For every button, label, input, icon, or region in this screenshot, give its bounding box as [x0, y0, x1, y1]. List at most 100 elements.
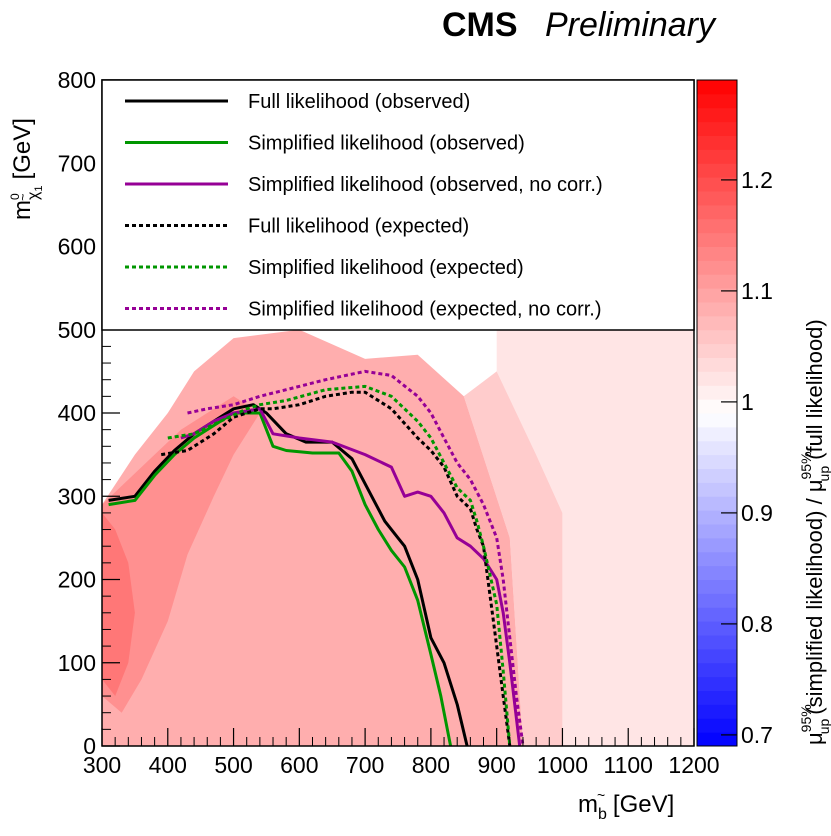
- preliminary-label: Preliminary: [545, 6, 717, 44]
- color-bar-band: [697, 635, 737, 650]
- color-bar-band: [697, 315, 737, 331]
- svg-text:0: 0: [8, 193, 22, 200]
- x-axis-label: mb [GeV]: [578, 791, 674, 823]
- x-tick-label: 600: [280, 752, 318, 778]
- color-bar-band: [697, 690, 737, 705]
- color-bar-band: [697, 565, 737, 580]
- color-bar-label: μ95% up(simplified likelihood) / μ95% up(f…: [798, 319, 831, 745]
- color-bar-band: [697, 204, 737, 220]
- legend-label-5: Simplified likelihood (expected): [248, 257, 524, 279]
- y-tick-label: 0: [83, 733, 96, 759]
- color-bar-band: [697, 648, 737, 664]
- y-tick-label: 800: [58, 67, 96, 93]
- heatmap-region-left-edge: [102, 512, 135, 696]
- color-bar-band: [697, 93, 737, 109]
- color-bar-band: [697, 510, 737, 525]
- cms-label: CMS: [442, 6, 518, 44]
- color-bar-band: [697, 218, 737, 234]
- color-bar-band: [697, 149, 737, 164]
- color-bar-band: [697, 593, 737, 608]
- y-tick-label: 500: [58, 317, 96, 343]
- legend: Full likelihood (observed) Simplified lik…: [101, 79, 695, 331]
- color-bar-band: [697, 135, 737, 150]
- limit-curves: [108, 369, 525, 746]
- y-tick-label: 300: [58, 483, 96, 509]
- color-bar-band: [697, 343, 737, 358]
- x-tick-label: 300: [83, 752, 121, 778]
- curve-2: [108, 411, 453, 746]
- color-bar-band: [697, 413, 737, 428]
- color-bar-band: [697, 177, 737, 192]
- y-tick-label: 100: [58, 650, 96, 676]
- color-bar-band: [697, 329, 737, 345]
- color-bar-band: [697, 399, 737, 414]
- color-bar-band: [697, 385, 737, 400]
- color-bar-band: [697, 80, 737, 95]
- color-bar-band: [697, 232, 737, 247]
- z-tick-label: 0.7: [741, 722, 773, 748]
- z-tick-label: 0.9: [741, 500, 773, 526]
- color-bar-band: [697, 371, 737, 386]
- color-bar-band: [697, 440, 737, 456]
- x-tick-label: 800: [412, 752, 450, 778]
- color-bar-band: [697, 537, 737, 553]
- color-bar-band: [697, 468, 737, 483]
- y-tick-label: 600: [58, 234, 96, 260]
- color-bar-band: [697, 191, 737, 206]
- svg-text:mχ1[GeV]: mχ1[GeV]: [9, 118, 45, 220]
- legend-label-4: Full likelihood (expected): [248, 216, 469, 238]
- y-tick-label: 200: [58, 567, 96, 593]
- x-tick-label: 1100: [603, 752, 652, 778]
- heatmap: [102, 329, 694, 746]
- color-bar-band: [697, 607, 737, 622]
- color-bar-band: [697, 621, 737, 636]
- curve-5: [167, 384, 512, 746]
- x-axis-ticks: 300 400 500 600 700 800 900 1000 1100 1200: [83, 728, 720, 778]
- x-tick-label: 700: [346, 752, 384, 778]
- heatmap-region-left-strong: [102, 396, 260, 713]
- color-bar-band: [697, 579, 737, 594]
- y-tick-label: 400: [58, 400, 96, 426]
- color-bar-band: [697, 551, 737, 567]
- svg-text:~: ~: [15, 193, 30, 201]
- heatmap-region-far-right: [496, 329, 694, 746]
- color-bar-band: [697, 676, 737, 691]
- color-bar-band: [697, 357, 737, 372]
- z-tick-label: 0.8: [741, 611, 773, 637]
- x-axis-label-accent: ~: [597, 787, 605, 803]
- curve-4: [160, 390, 512, 746]
- color-bar-band: [697, 524, 737, 539]
- color-bar-band: [697, 718, 737, 733]
- color-bar-band: [697, 107, 737, 123]
- color-bar-band: [697, 274, 737, 289]
- color-bar-frame: [696, 79, 738, 747]
- color-bar-band: [697, 662, 737, 678]
- x-tick-label: 1200: [668, 752, 719, 778]
- color-bar-band: [697, 121, 737, 136]
- y-axis-label: mχ1[GeV] 0 ~: [8, 118, 45, 220]
- color-bar-band: [697, 454, 737, 469]
- z-tick-label: 1.2: [741, 167, 773, 193]
- color-bar-band: [697, 163, 737, 178]
- color-bar-band: [697, 302, 737, 317]
- x-tick-label: 500: [214, 752, 252, 778]
- x-tick-label: 900: [477, 752, 515, 778]
- legend-label-6: Simplified likelihood (expected, no corr…: [248, 299, 602, 321]
- color-bar-band: [697, 704, 737, 719]
- legend-label-3: Simplified likelihood (observed, no corr…: [248, 174, 603, 196]
- z-tick-label: 1: [741, 389, 754, 415]
- legend-label-2: Simplified likelihood (observed): [248, 133, 525, 155]
- legend-label-1: Full likelihood (observed): [248, 91, 470, 113]
- color-bar-band: [697, 426, 737, 442]
- x-tick-label: 400: [149, 752, 187, 778]
- y-tick-label: 700: [58, 150, 96, 176]
- color-bar-band: [697, 288, 737, 303]
- color-bar-ticks: 0.7 0.8 0.9 1 1.1 1.2: [696, 79, 773, 748]
- color-bar-band: [697, 732, 737, 747]
- x-tick-label: 1000: [537, 752, 588, 778]
- color-bar-band: [697, 246, 737, 261]
- heatmap-region-right-band: [463, 371, 563, 746]
- color-bar-band: [697, 496, 737, 511]
- color-bar: 0.7 0.8 0.9 1 1.1 1.2: [696, 79, 773, 748]
